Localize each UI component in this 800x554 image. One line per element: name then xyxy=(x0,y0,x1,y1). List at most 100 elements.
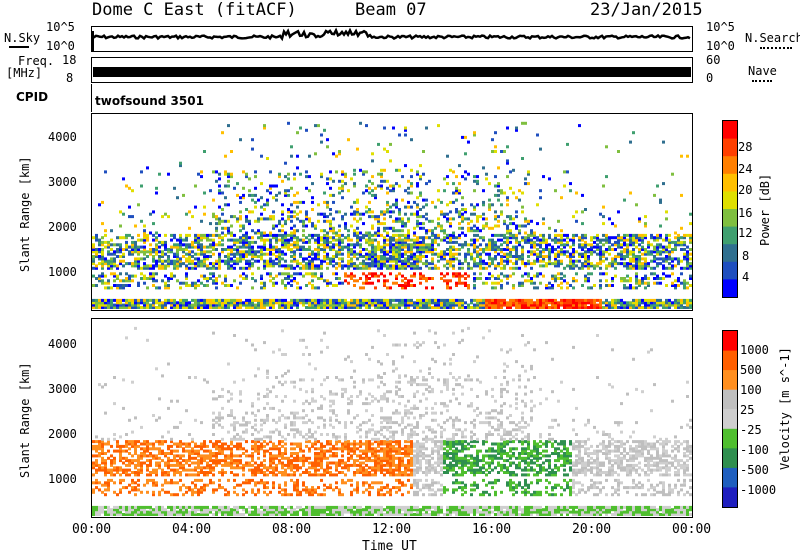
power-cell xyxy=(143,306,146,309)
power-cell xyxy=(488,264,491,268)
power-cell xyxy=(521,281,524,285)
power-cell xyxy=(560,233,563,237)
cpid-label: CPID xyxy=(16,90,49,104)
power-cell xyxy=(281,250,284,254)
power-cell xyxy=(347,138,350,142)
power-cell xyxy=(686,154,689,158)
velocity-cell xyxy=(167,444,170,448)
power-cell xyxy=(626,238,629,242)
power-cell xyxy=(635,272,638,276)
power-cell xyxy=(185,266,188,270)
power-cell xyxy=(290,145,293,149)
velocity-cell xyxy=(146,463,149,467)
power-cell xyxy=(389,266,392,270)
power-cell xyxy=(152,222,155,226)
power-cell xyxy=(368,210,371,214)
power-cell xyxy=(476,233,479,237)
power-cell xyxy=(110,298,113,302)
power-cell xyxy=(398,301,401,305)
power-cell xyxy=(452,182,455,186)
power-cell xyxy=(179,257,182,261)
power-cell xyxy=(587,286,590,290)
power-cell xyxy=(173,186,176,190)
power-cell xyxy=(398,219,401,223)
power-cell xyxy=(617,243,620,247)
velocity-cell xyxy=(215,461,218,465)
velocity-cell xyxy=(266,493,269,497)
power-cell xyxy=(374,303,377,307)
power-cell xyxy=(470,255,473,258)
power-cell xyxy=(542,238,545,242)
velocity-cell xyxy=(146,338,149,342)
power-cell xyxy=(125,240,128,244)
power-cell xyxy=(152,266,155,270)
power-cell xyxy=(596,245,599,249)
power-cell xyxy=(203,252,206,256)
power-cell xyxy=(218,217,221,221)
power-cell xyxy=(353,182,356,186)
power-cell xyxy=(572,238,575,242)
velocity-cell xyxy=(212,390,215,394)
velocity-cell xyxy=(134,444,137,448)
power-cell xyxy=(632,236,635,240)
velocity-cell xyxy=(134,481,137,485)
power-cell xyxy=(152,279,155,283)
power-cell xyxy=(419,222,422,226)
power-cell xyxy=(167,279,170,283)
power-cell xyxy=(116,286,119,290)
power-cell xyxy=(122,252,125,256)
velocity-cell xyxy=(194,478,197,482)
velocity-cell xyxy=(104,452,107,455)
power-cell xyxy=(416,306,419,309)
velocity-cell xyxy=(173,425,176,429)
power-cell xyxy=(413,231,416,235)
power-cell xyxy=(323,215,326,219)
power-cell xyxy=(362,264,365,268)
velocity-cell xyxy=(113,490,116,494)
power-cell xyxy=(239,217,242,221)
power-cell xyxy=(503,222,506,226)
power-cell xyxy=(404,224,407,228)
velocity-cell xyxy=(245,510,248,514)
power-cell xyxy=(620,279,623,283)
power-cell xyxy=(275,257,278,261)
power-cell xyxy=(596,262,599,266)
power-cell xyxy=(578,252,581,256)
velocity-cell xyxy=(173,471,176,474)
power-cell xyxy=(332,248,335,251)
power-cell xyxy=(524,224,527,228)
power-cell xyxy=(362,303,365,307)
power-cell xyxy=(293,257,296,261)
velocity-cell xyxy=(266,468,269,472)
power-cell xyxy=(182,281,185,285)
power-cell xyxy=(305,272,308,276)
velocity-cell xyxy=(266,402,269,406)
power-cell xyxy=(125,243,128,247)
power-cell xyxy=(212,212,215,216)
power-cell xyxy=(560,238,563,242)
power-cell xyxy=(161,303,164,307)
power-cell xyxy=(500,212,503,216)
power-cell xyxy=(158,264,161,268)
velocity-cell xyxy=(113,510,116,514)
velocity-cell xyxy=(161,435,164,439)
velocity-cell xyxy=(152,414,155,417)
power-cell xyxy=(644,301,647,305)
power-cell xyxy=(431,257,434,261)
power-cell xyxy=(515,196,518,200)
power-cell xyxy=(476,301,479,305)
power-cell xyxy=(332,257,335,261)
power-cell xyxy=(248,306,251,309)
velocity-cell xyxy=(143,447,146,451)
power-cell xyxy=(482,217,485,221)
velocity-cell xyxy=(206,483,209,487)
velocity-cell xyxy=(179,478,182,482)
velocity-cell xyxy=(146,466,149,470)
power-cell xyxy=(92,250,95,254)
power-cell xyxy=(131,264,134,268)
velocity-cell xyxy=(233,416,236,420)
power-cell xyxy=(272,210,275,214)
power-cell xyxy=(179,264,182,268)
power-cell xyxy=(335,266,338,270)
velocity-cell xyxy=(254,449,257,453)
